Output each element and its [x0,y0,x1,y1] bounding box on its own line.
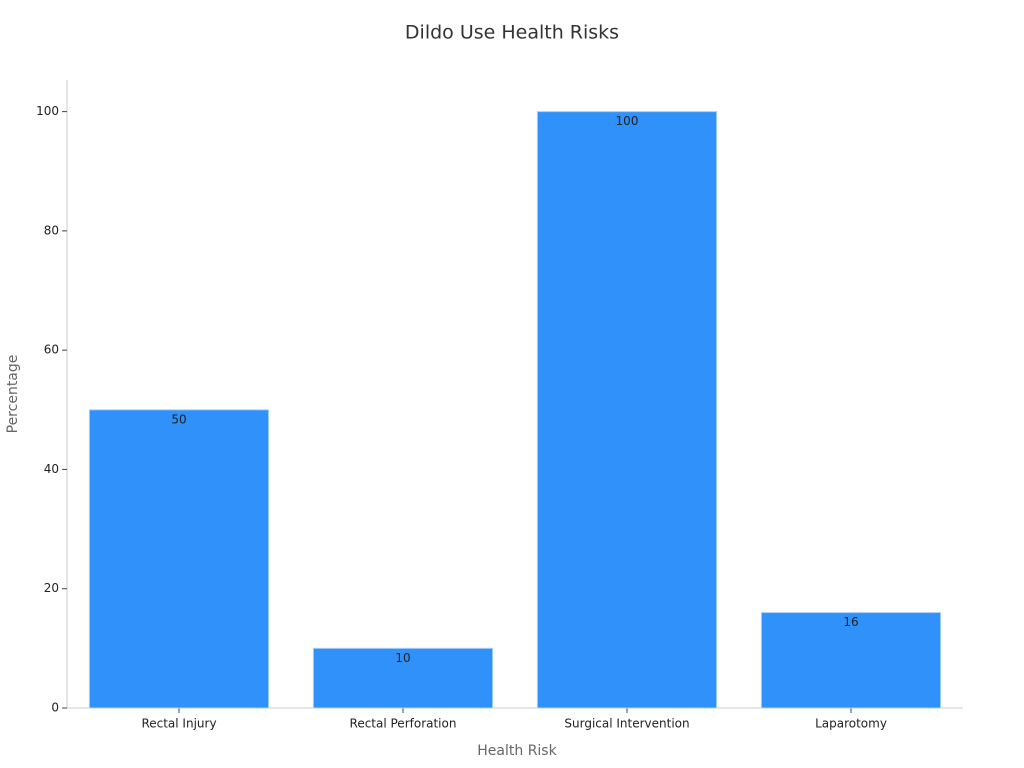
bar [88,409,270,709]
data-label: 16 [843,615,858,629]
data-label: 100 [616,114,639,128]
y-tick-label: 20 [44,581,59,595]
y-tick-label: 40 [44,462,59,476]
y-axis-label: Percentage [5,355,21,434]
chart-title: Dildo Use Health Risks [405,22,619,44]
x-axis-label: Health Risk [477,743,557,759]
bar [312,647,494,709]
bar [760,612,942,709]
y-tick-label: 60 [44,343,59,357]
y-tick-label: 0 [51,701,59,715]
x-tick-label: Rectal Injury [141,717,216,731]
y-tick-label: 100 [36,104,59,118]
bar [536,111,718,709]
x-tick-label: Surgical Intervention [564,717,689,731]
y-tick-label: 80 [44,223,59,237]
data-label: 10 [395,651,410,665]
x-tick-label: Laparotomy [815,717,887,731]
data-label: 50 [171,412,186,426]
x-tick-label: Rectal Perforation [350,717,457,731]
